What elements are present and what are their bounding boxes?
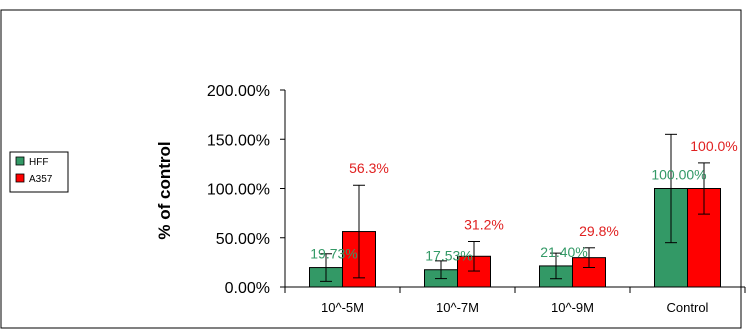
data-label-a357: 29.8% xyxy=(579,223,619,239)
data-label-hff: 100.00% xyxy=(651,167,706,183)
legend-swatch-hff xyxy=(15,156,25,166)
y-axis-title: % of control xyxy=(155,141,174,239)
legend-swatch-a357 xyxy=(15,173,25,183)
x-tick-label: Control xyxy=(667,300,709,315)
data-label-hff: 19.73% xyxy=(310,246,357,262)
legend-label-a357: A357 xyxy=(29,174,53,185)
axes: 0.00% 50.00% 100.00% 150.00% 200.00% % of con… xyxy=(155,83,746,315)
x-tick-label: 10^-7M xyxy=(436,300,479,315)
y-tick-label: 100.00% xyxy=(207,182,270,199)
legend-label-hff: HFF xyxy=(29,157,48,168)
data-label-a357: 56.3% xyxy=(349,160,389,176)
x-tick-label: 10^-5M xyxy=(321,300,364,315)
data-labels: 19.73% 17.53% 21.40% 100.00% 56.3% 31.2% 29.8%… xyxy=(310,138,737,264)
x-tick-label: 10^-9M xyxy=(551,300,594,315)
y-tick-label: 0.00% xyxy=(225,280,270,297)
legend: HFF A357 xyxy=(9,151,69,193)
data-label-a357: 100.0% xyxy=(690,138,737,154)
y-tick-label: 150.00% xyxy=(207,132,270,149)
y-tick-label: 50.00% xyxy=(216,231,270,248)
y-tick-label: 200.00% xyxy=(207,83,270,100)
data-label-hff: 17.53% xyxy=(425,248,472,264)
data-label-hff: 21.40% xyxy=(540,244,587,260)
error-bars xyxy=(320,133,710,282)
data-label-a357: 31.2% xyxy=(464,216,504,232)
